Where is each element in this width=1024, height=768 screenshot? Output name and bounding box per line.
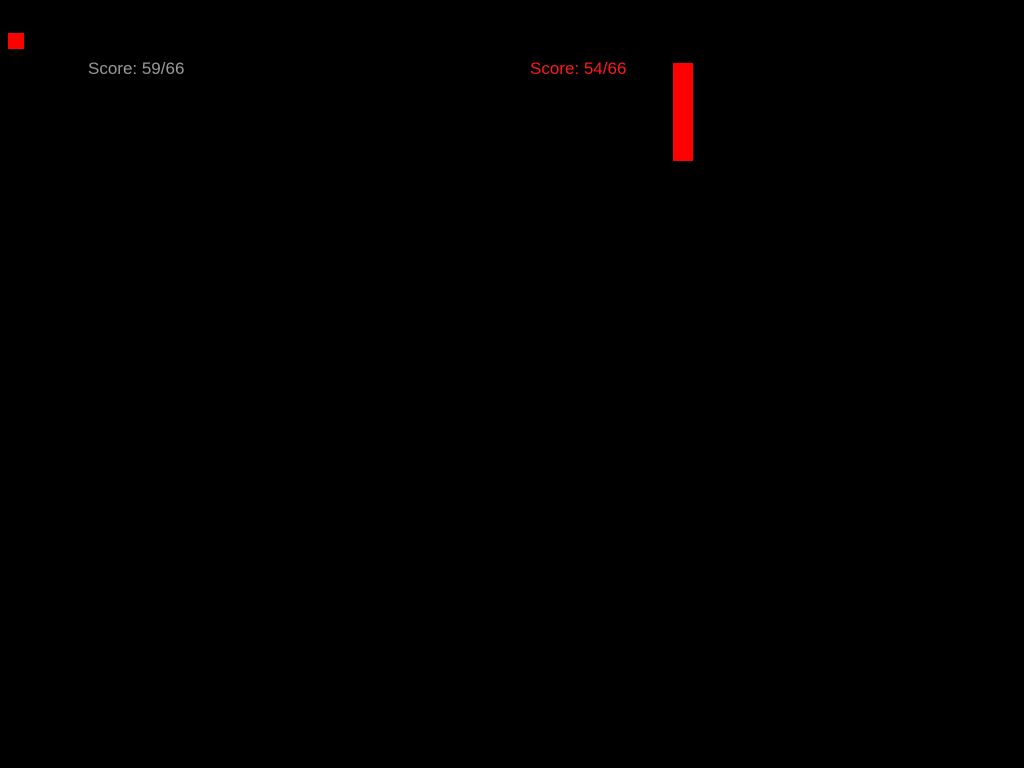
paddle[interactable] — [673, 63, 693, 161]
opponent-score: Score: 54/66 — [530, 59, 627, 78]
player-score: Score: 59/66 — [88, 59, 185, 78]
ball — [8, 33, 24, 49]
